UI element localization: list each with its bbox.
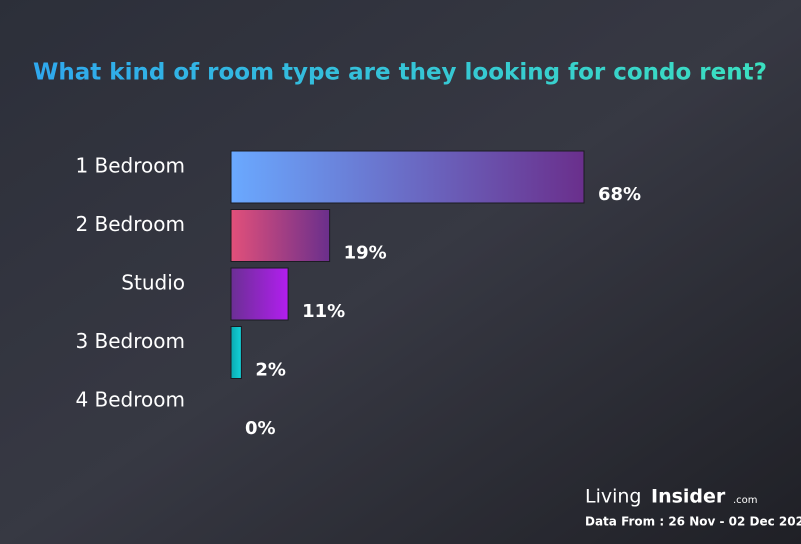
value-label: 11% (302, 301, 345, 322)
bar (230, 267, 289, 321)
category-label: Studio (121, 271, 185, 295)
chart-title: What kind of room type are they looking … (33, 60, 767, 86)
category-label: 4 Bedroom (75, 388, 185, 412)
source: Data From : 26 Nov - 02 Dec 2022 (585, 515, 801, 529)
bar (230, 209, 331, 262)
value-label: 0% (245, 418, 276, 439)
category-label: 2 Bedroom (75, 212, 185, 236)
brand-a: Living (585, 486, 642, 508)
brand-b: Insider (651, 486, 726, 508)
bar (230, 326, 242, 379)
category-label: 3 Bedroom (75, 329, 185, 353)
bar (230, 150, 585, 204)
value-label: 2% (255, 360, 286, 381)
brand-c: .com (733, 495, 758, 506)
value-label: 68% (598, 184, 641, 205)
category-label: 1 Bedroom (75, 154, 185, 178)
value-label: 19% (344, 243, 387, 264)
